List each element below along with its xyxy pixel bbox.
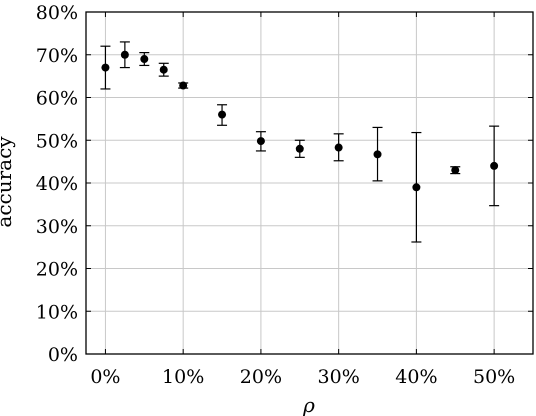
data-point-group [333, 133, 344, 162]
y-tick-label: 80% [36, 2, 78, 24]
data-point-group [158, 62, 169, 77]
x-axis-title: ρ [302, 393, 315, 416]
data-point-group [372, 126, 383, 182]
data-point [451, 166, 460, 175]
data-point [373, 150, 382, 159]
grid-lines [86, 11, 533, 355]
y-tick-label: 60% [36, 88, 78, 110]
data-point [159, 65, 168, 74]
data-point-group [139, 52, 150, 67]
data-point [179, 81, 188, 90]
data-point [120, 50, 129, 59]
data-points [100, 41, 500, 243]
data-point [256, 137, 265, 146]
data-point [218, 110, 227, 119]
data-point-group [119, 41, 130, 69]
data-point-group [294, 139, 305, 158]
x-axis: 0% 10% 20% 30% 40% 50% [90, 12, 515, 388]
y-tick-label: 40% [36, 173, 78, 195]
data-point-group [100, 45, 111, 90]
data-point-group [178, 81, 189, 90]
y-tick-label: 50% [36, 130, 78, 152]
x-tick-label: 20% [240, 366, 282, 388]
y-axis-title: accuracy [0, 136, 16, 228]
data-point [334, 143, 343, 152]
y-tick-label: 20% [36, 259, 78, 281]
y-tick-label: 70% [36, 45, 78, 67]
y-tick-label: 30% [36, 216, 78, 238]
x-tick-label: 30% [318, 366, 360, 388]
x-tick-label: 40% [395, 366, 437, 388]
data-point-group [255, 131, 266, 152]
x-tick-label: 50% [473, 366, 515, 388]
data-point-group [489, 125, 500, 207]
data-point-group [450, 166, 461, 175]
y-axis: 0% 10% 20% 30% 40% 50% 60% 70% 80% [36, 2, 533, 366]
y-tick-label: 0% [48, 344, 78, 366]
data-point [140, 55, 149, 64]
data-point-group [217, 104, 228, 126]
data-point-group [411, 131, 422, 243]
x-tick-label: 0% [90, 366, 120, 388]
y-tick-label: 10% [36, 301, 78, 323]
data-point [295, 144, 304, 153]
x-tick-label: 10% [162, 366, 204, 388]
data-point [412, 183, 421, 192]
data-point [101, 63, 110, 72]
data-point [490, 161, 499, 170]
